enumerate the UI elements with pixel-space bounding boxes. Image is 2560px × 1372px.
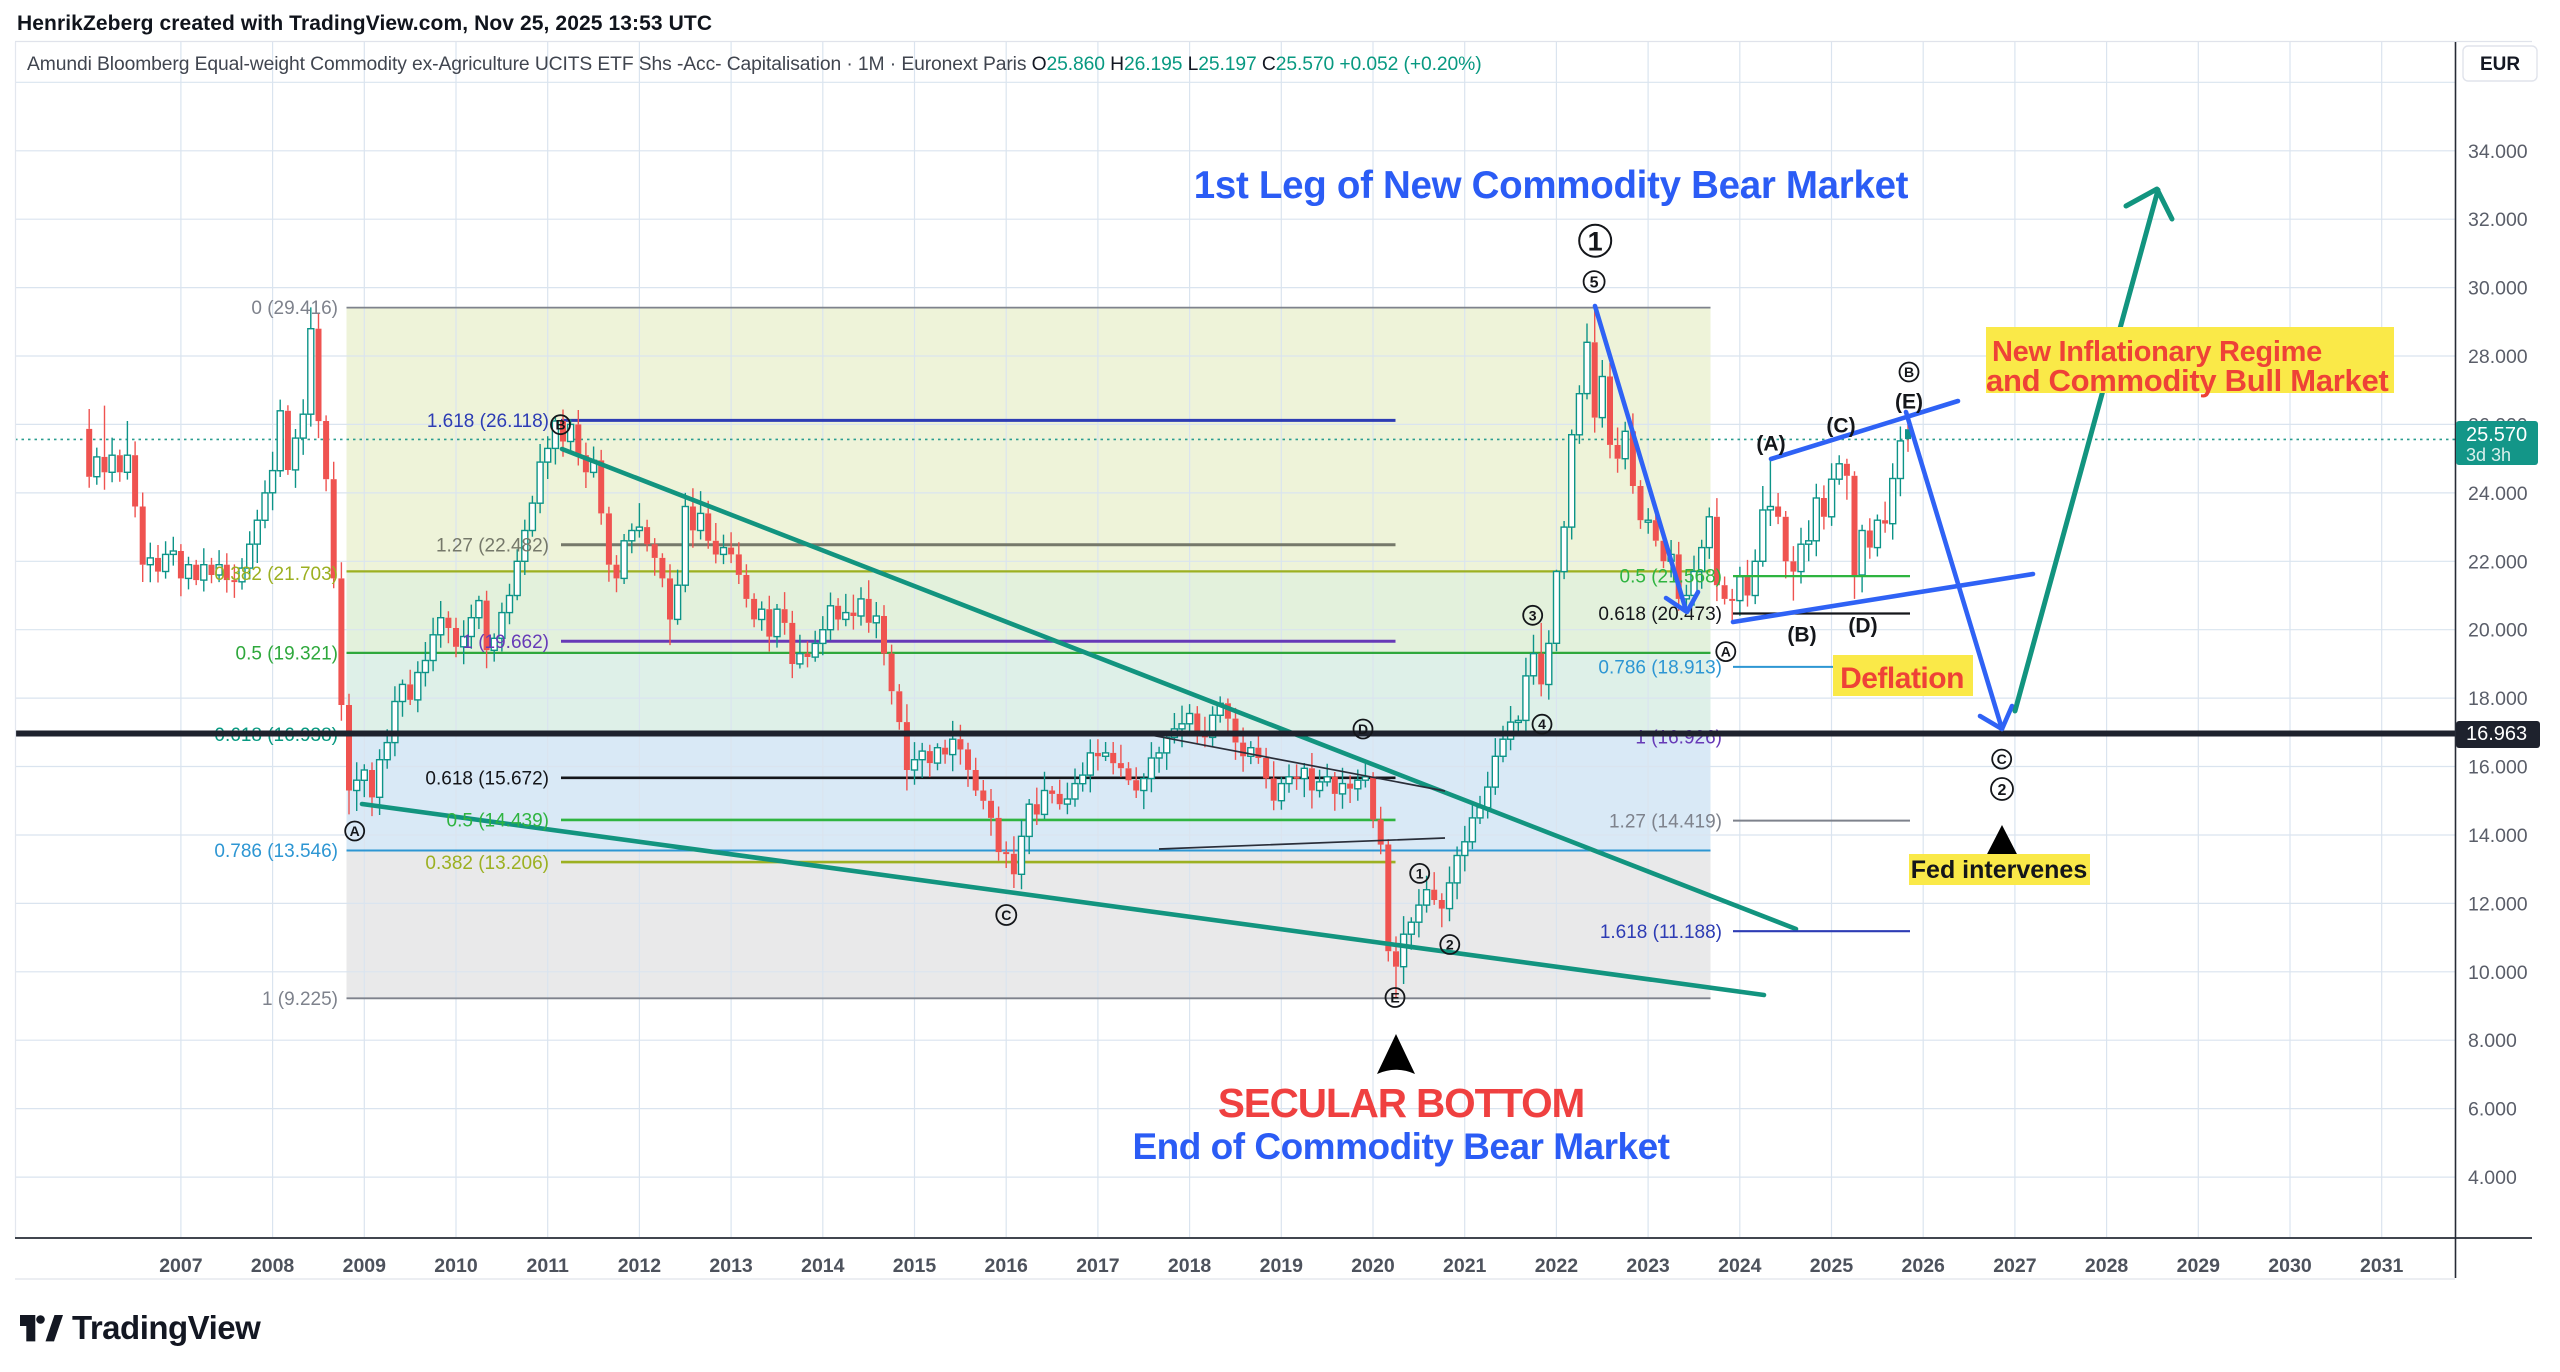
svg-text:(A): (A) xyxy=(1756,432,1785,455)
svg-text:2013: 2013 xyxy=(709,1255,753,1277)
svg-text:Fed intervenes: Fed intervenes xyxy=(1911,856,2087,884)
svg-text:2021: 2021 xyxy=(1443,1255,1487,1277)
svg-text:End of Commodity Bear Market: End of Commodity Bear Market xyxy=(1133,1126,1670,1167)
svg-text:32.000: 32.000 xyxy=(2468,209,2528,231)
svg-text:New Inflationary Regime: New Inflationary Regime xyxy=(1992,336,2322,368)
svg-text:2014: 2014 xyxy=(801,1255,845,1277)
svg-text:1.27 (22.482): 1.27 (22.482) xyxy=(436,535,549,556)
svg-text:1st Leg of New Commodity Bear: 1st Leg of New Commodity Bear Market xyxy=(1194,164,1909,207)
svg-text:0 (29.416): 0 (29.416) xyxy=(251,298,338,319)
svg-text:D: D xyxy=(1358,721,1368,737)
svg-text:2012: 2012 xyxy=(618,1255,662,1277)
svg-text:25.570: 25.570 xyxy=(2466,424,2527,446)
svg-text:24.000: 24.000 xyxy=(2468,483,2528,505)
svg-text:2016: 2016 xyxy=(985,1255,1029,1277)
svg-text:2017: 2017 xyxy=(1076,1255,1119,1277)
svg-text:B: B xyxy=(555,417,565,433)
svg-text:2007: 2007 xyxy=(159,1255,202,1277)
svg-text:2030: 2030 xyxy=(2268,1255,2312,1277)
svg-text:20.000: 20.000 xyxy=(2468,620,2528,642)
svg-text:0.5 (21.568): 0.5 (21.568) xyxy=(1620,567,1722,588)
svg-text:SECULAR BOTTOM: SECULAR BOTTOM xyxy=(1218,1080,1584,1126)
svg-text:30.000: 30.000 xyxy=(2468,278,2528,300)
svg-text:A: A xyxy=(1721,644,1731,660)
svg-text:2008: 2008 xyxy=(251,1255,295,1277)
svg-text:0.382 (13.206): 0.382 (13.206) xyxy=(425,853,549,874)
svg-text:2018: 2018 xyxy=(1168,1255,1212,1277)
svg-text:E: E xyxy=(1390,990,1399,1006)
svg-text:2029: 2029 xyxy=(2177,1255,2221,1277)
svg-text:EUR: EUR xyxy=(2480,54,2520,75)
svg-text:10.000: 10.000 xyxy=(2468,962,2528,984)
svg-text:2022: 2022 xyxy=(1535,1255,1579,1277)
svg-text:4: 4 xyxy=(1538,716,1546,732)
svg-text:(E): (E) xyxy=(1895,390,1923,413)
svg-text:2031: 2031 xyxy=(2360,1255,2404,1277)
svg-text:B: B xyxy=(1904,364,1914,380)
svg-text:2026: 2026 xyxy=(1902,1255,1946,1277)
svg-text:34.000: 34.000 xyxy=(2468,141,2528,163)
svg-text:8.000: 8.000 xyxy=(2468,1030,2517,1052)
svg-text:2015: 2015 xyxy=(893,1255,937,1277)
svg-text:4.000: 4.000 xyxy=(2468,1167,2517,1189)
svg-text:C: C xyxy=(1001,907,1011,923)
svg-text:C: C xyxy=(1997,751,2007,767)
svg-text:22.000: 22.000 xyxy=(2468,551,2528,573)
svg-text:(D): (D) xyxy=(1848,614,1877,637)
svg-text:3: 3 xyxy=(1529,607,1537,623)
svg-text:12.000: 12.000 xyxy=(2468,893,2528,915)
svg-text:2011: 2011 xyxy=(527,1255,569,1277)
svg-text:0.382 (21.703): 0.382 (21.703) xyxy=(214,564,338,585)
svg-text:14.000: 14.000 xyxy=(2468,825,2528,847)
svg-text:3d 3h: 3d 3h xyxy=(2466,445,2511,465)
svg-text:(B): (B) xyxy=(1787,623,1816,646)
svg-text:1.27 (14.419): 1.27 (14.419) xyxy=(1609,811,1722,832)
svg-text:0.786 (13.546): 0.786 (13.546) xyxy=(214,841,338,862)
svg-text:Amundi Bloomberg Equal-weight: Amundi Bloomberg Equal-weight Commodity … xyxy=(27,54,1482,75)
svg-text:18.000: 18.000 xyxy=(2468,688,2528,710)
svg-text:TradingView: TradingView xyxy=(72,1309,261,1346)
svg-text:5: 5 xyxy=(1590,274,1599,291)
svg-text:2024: 2024 xyxy=(1718,1255,1762,1277)
svg-text:1 (19.662): 1 (19.662) xyxy=(462,632,549,653)
svg-text:0.618 (20.473): 0.618 (20.473) xyxy=(1598,604,1722,625)
svg-text:2020: 2020 xyxy=(1351,1255,1395,1277)
svg-text:2025: 2025 xyxy=(1810,1255,1854,1277)
svg-text:1.618 (26.118): 1.618 (26.118) xyxy=(427,411,549,432)
svg-text:16.963: 16.963 xyxy=(2466,723,2527,745)
svg-text:Deflation: Deflation xyxy=(1840,662,1964,695)
svg-text:2009: 2009 xyxy=(343,1255,387,1277)
svg-text:2023: 2023 xyxy=(1626,1255,1670,1277)
svg-text:2: 2 xyxy=(1998,782,2007,799)
svg-text:1 (9.225): 1 (9.225) xyxy=(262,989,338,1010)
svg-text:2: 2 xyxy=(1446,937,1454,953)
svg-text:0.5 (19.321): 0.5 (19.321) xyxy=(236,644,338,665)
svg-text:2010: 2010 xyxy=(434,1255,478,1277)
svg-text:1.618 (11.188): 1.618 (11.188) xyxy=(1600,922,1722,943)
svg-text:0.618 (15.672): 0.618 (15.672) xyxy=(425,768,549,789)
svg-text:and Commodity Bull Market: and Commodity Bull Market xyxy=(1986,363,2388,398)
svg-text:2027: 2027 xyxy=(1993,1255,2036,1277)
svg-text:2028: 2028 xyxy=(2085,1255,2129,1277)
svg-text:2019: 2019 xyxy=(1260,1255,1304,1277)
svg-text:0.786 (18.913): 0.786 (18.913) xyxy=(1598,658,1722,679)
svg-text:28.000: 28.000 xyxy=(2468,346,2528,368)
svg-text:1: 1 xyxy=(1588,226,1603,256)
svg-text:6.000: 6.000 xyxy=(2468,1099,2517,1121)
svg-text:0.5 (14.439): 0.5 (14.439) xyxy=(447,811,549,832)
svg-text:A: A xyxy=(350,823,360,839)
svg-text:16.000: 16.000 xyxy=(2468,757,2528,779)
svg-text:HenrikZeberg created with Trad: HenrikZeberg created with TradingView.co… xyxy=(17,12,712,35)
svg-text:(C): (C) xyxy=(1826,414,1855,437)
svg-text:1: 1 xyxy=(1416,865,1424,881)
